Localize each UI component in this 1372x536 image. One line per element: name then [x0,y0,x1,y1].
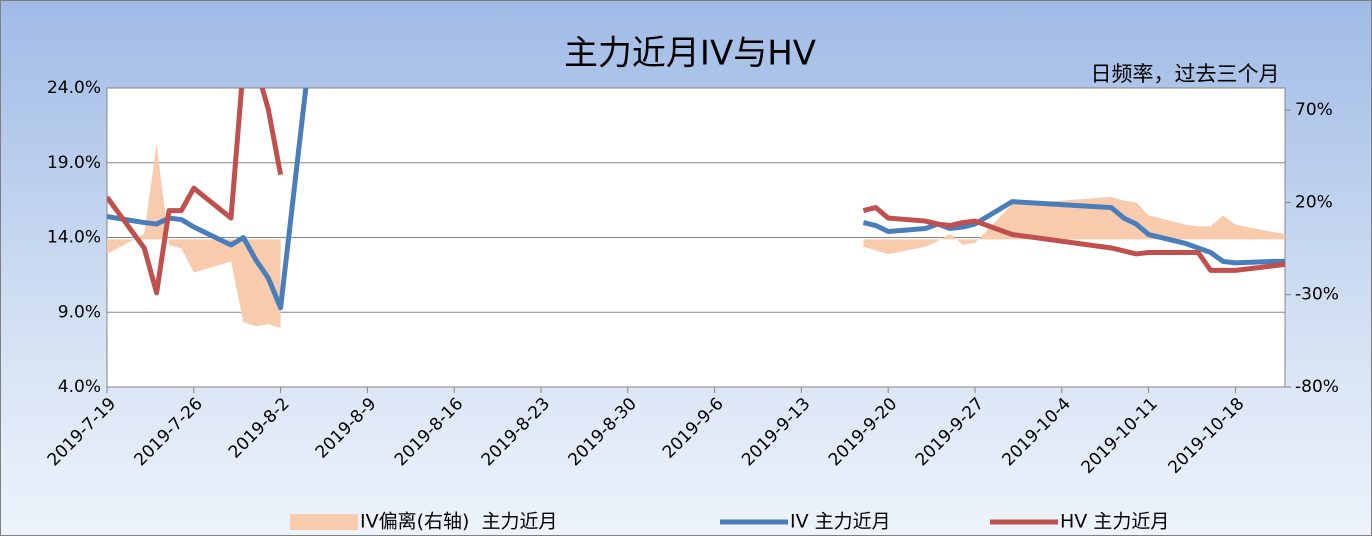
y2-tick-label: 20% [1295,192,1333,212]
y2-tick-label: 70% [1295,100,1333,120]
area [107,143,281,328]
legend-label: IV偏离(右轴) 主力近月 [360,511,558,533]
plot-marks [107,88,1285,328]
y-tick-label: 9.0% [58,302,101,322]
y2-tick-label: -80% [1295,377,1339,397]
y-tick-label: 24.0% [47,78,101,98]
y2-tick-label: -30% [1295,285,1339,305]
legend-label: IV 主力近月 [790,511,891,533]
area [863,196,1285,255]
y-tick-label: 14.0% [47,228,101,248]
line [107,88,1285,311]
chart-title: 主力近月IV与HV [564,34,816,74]
legend-swatch [290,514,358,530]
subtitle: 日频率，过去三个月 [1091,62,1280,86]
legend-label: HV 主力近月 [1060,511,1169,533]
y-tick-label: 19.0% [47,153,101,173]
y-tick-label: 4.0% [58,377,101,397]
line [107,88,1285,296]
